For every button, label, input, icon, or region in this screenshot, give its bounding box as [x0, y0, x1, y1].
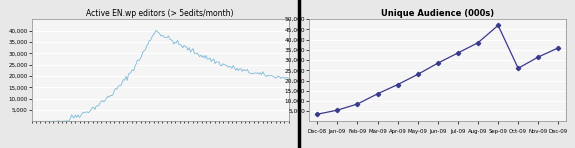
Title: Unique Audience (000s): Unique Audience (000s)	[381, 9, 494, 18]
Title: Active EN.wp editors (> 5edits/month): Active EN.wp editors (> 5edits/month)	[86, 9, 234, 18]
